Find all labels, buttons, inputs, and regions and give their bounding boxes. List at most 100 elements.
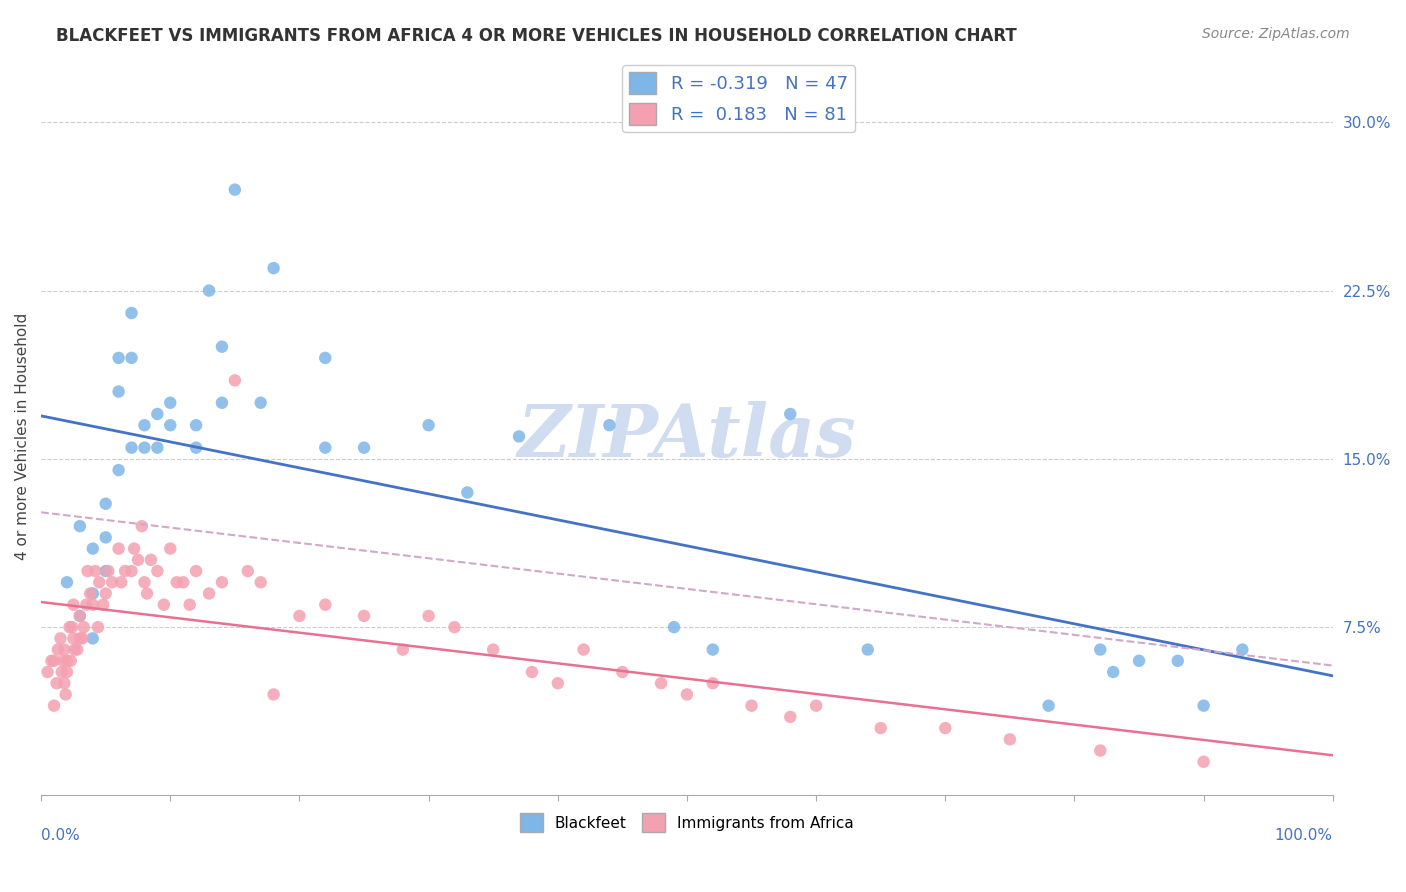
Point [198, 284, 221, 298]
Point [127, 553, 149, 567]
Point [172, 575, 194, 590]
Point [53, 676, 76, 690]
Point [59, 654, 82, 668]
Point [52, 654, 75, 668]
Point [741, 698, 763, 713]
Point [263, 261, 285, 276]
Point [224, 373, 246, 387]
Point [114, 564, 136, 578]
Point [353, 608, 375, 623]
Point [159, 541, 181, 556]
Point [1090, 743, 1112, 757]
Point [456, 485, 478, 500]
Point [134, 418, 156, 433]
Point [676, 688, 699, 702]
Point [60, 620, 83, 634]
Point [1128, 654, 1150, 668]
Point [69, 519, 91, 533]
Point [45, 676, 67, 690]
Point [94, 497, 117, 511]
Point [66, 642, 89, 657]
Point [82, 541, 104, 556]
Point [75, 598, 97, 612]
Point [184, 564, 207, 578]
Point [869, 721, 891, 735]
Point [391, 642, 413, 657]
Point [51, 665, 73, 679]
Point [662, 620, 685, 634]
Point [101, 575, 124, 590]
Point [41, 654, 63, 668]
Point [779, 407, 801, 421]
Text: 100.0%: 100.0% [1275, 828, 1333, 843]
Point [1192, 755, 1215, 769]
Text: ZIPAtlas: ZIPAtlas [517, 401, 856, 472]
Point [76, 564, 98, 578]
Text: 0.0%: 0.0% [41, 828, 80, 843]
Point [97, 564, 120, 578]
Point [314, 441, 336, 455]
Point [211, 340, 233, 354]
Point [159, 418, 181, 433]
Point [94, 586, 117, 600]
Text: Source: ZipAtlas.com: Source: ZipAtlas.com [1202, 27, 1350, 41]
Point [263, 688, 285, 702]
Point [94, 564, 117, 578]
Point [107, 351, 129, 365]
Point [1232, 642, 1254, 657]
Point [122, 541, 145, 556]
Point [650, 676, 672, 690]
Point [612, 665, 634, 679]
Point [82, 632, 104, 646]
Point [159, 396, 181, 410]
Point [84, 564, 107, 578]
Point [779, 710, 801, 724]
Point [56, 575, 79, 590]
Point [443, 620, 465, 634]
Point [418, 418, 440, 433]
Point [121, 564, 143, 578]
Point [46, 642, 69, 657]
Point [82, 598, 104, 612]
Point [702, 676, 724, 690]
Point [56, 665, 79, 679]
Point [42, 654, 65, 668]
Point [598, 418, 620, 433]
Legend: Blackfeet, Immigrants from Africa: Blackfeet, Immigrants from Africa [513, 807, 860, 838]
Point [121, 306, 143, 320]
Point [131, 519, 153, 533]
Point [249, 396, 271, 410]
Point [107, 463, 129, 477]
Point [998, 732, 1021, 747]
Point [107, 541, 129, 556]
Point [236, 564, 259, 578]
Point [139, 553, 162, 567]
Point [482, 642, 505, 657]
Point [314, 598, 336, 612]
Point [198, 586, 221, 600]
Point [91, 598, 114, 612]
Point [1102, 665, 1125, 679]
Point [136, 586, 159, 600]
Point [179, 598, 201, 612]
Point [62, 598, 84, 612]
Point [121, 441, 143, 455]
Point [69, 632, 91, 646]
Point [55, 688, 77, 702]
Point [134, 441, 156, 455]
Y-axis label: 4 or more Vehicles in Household: 4 or more Vehicles in Household [15, 313, 30, 560]
Point [62, 632, 84, 646]
Point [58, 620, 80, 634]
Point [146, 407, 169, 421]
Point [121, 351, 143, 365]
Point [184, 418, 207, 433]
Point [856, 642, 879, 657]
Point [211, 396, 233, 410]
Point [82, 586, 104, 600]
Point [1192, 698, 1215, 713]
Point [520, 665, 543, 679]
Point [37, 665, 59, 679]
Point [79, 586, 101, 600]
Point [134, 575, 156, 590]
Point [56, 654, 79, 668]
